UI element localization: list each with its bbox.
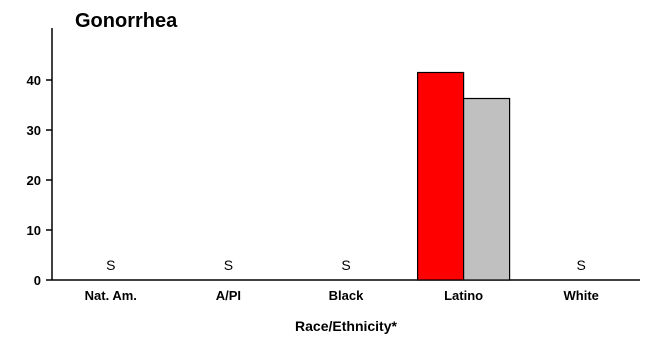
x-tick-label-black: Black [329, 288, 364, 303]
x-tick-label-nat-am: Nat. Am. [85, 288, 137, 303]
x-axis-title: Race/Ethnicity* [295, 318, 397, 334]
x-tick-label-white: White [564, 288, 599, 303]
y-tick-label: 10 [27, 223, 41, 238]
bar-latino-1 [417, 71, 465, 281]
suppressed-label-a-pi: S [224, 257, 233, 273]
suppressed-label-black: S [341, 257, 350, 273]
bar-latino-2 [463, 97, 511, 281]
y-tick-label: 30 [27, 123, 41, 138]
chart-title: Gonorrhea [75, 10, 178, 32]
x-axis-tick-labels: Nat. Am. A/PI Black Latino White [85, 288, 599, 303]
suppressed-label-nat-am: S [106, 257, 115, 273]
y-tick-label: 40 [27, 73, 41, 88]
y-axis-ticks: 0 10 20 30 40 [27, 73, 52, 288]
y-tick-label: 20 [27, 173, 41, 188]
suppressed-label-white: S [577, 257, 586, 273]
x-tick-label-a-pi: A/PI [216, 288, 241, 303]
y-tick-label: 0 [34, 273, 41, 288]
x-tick-label-latino: Latino [444, 288, 483, 303]
